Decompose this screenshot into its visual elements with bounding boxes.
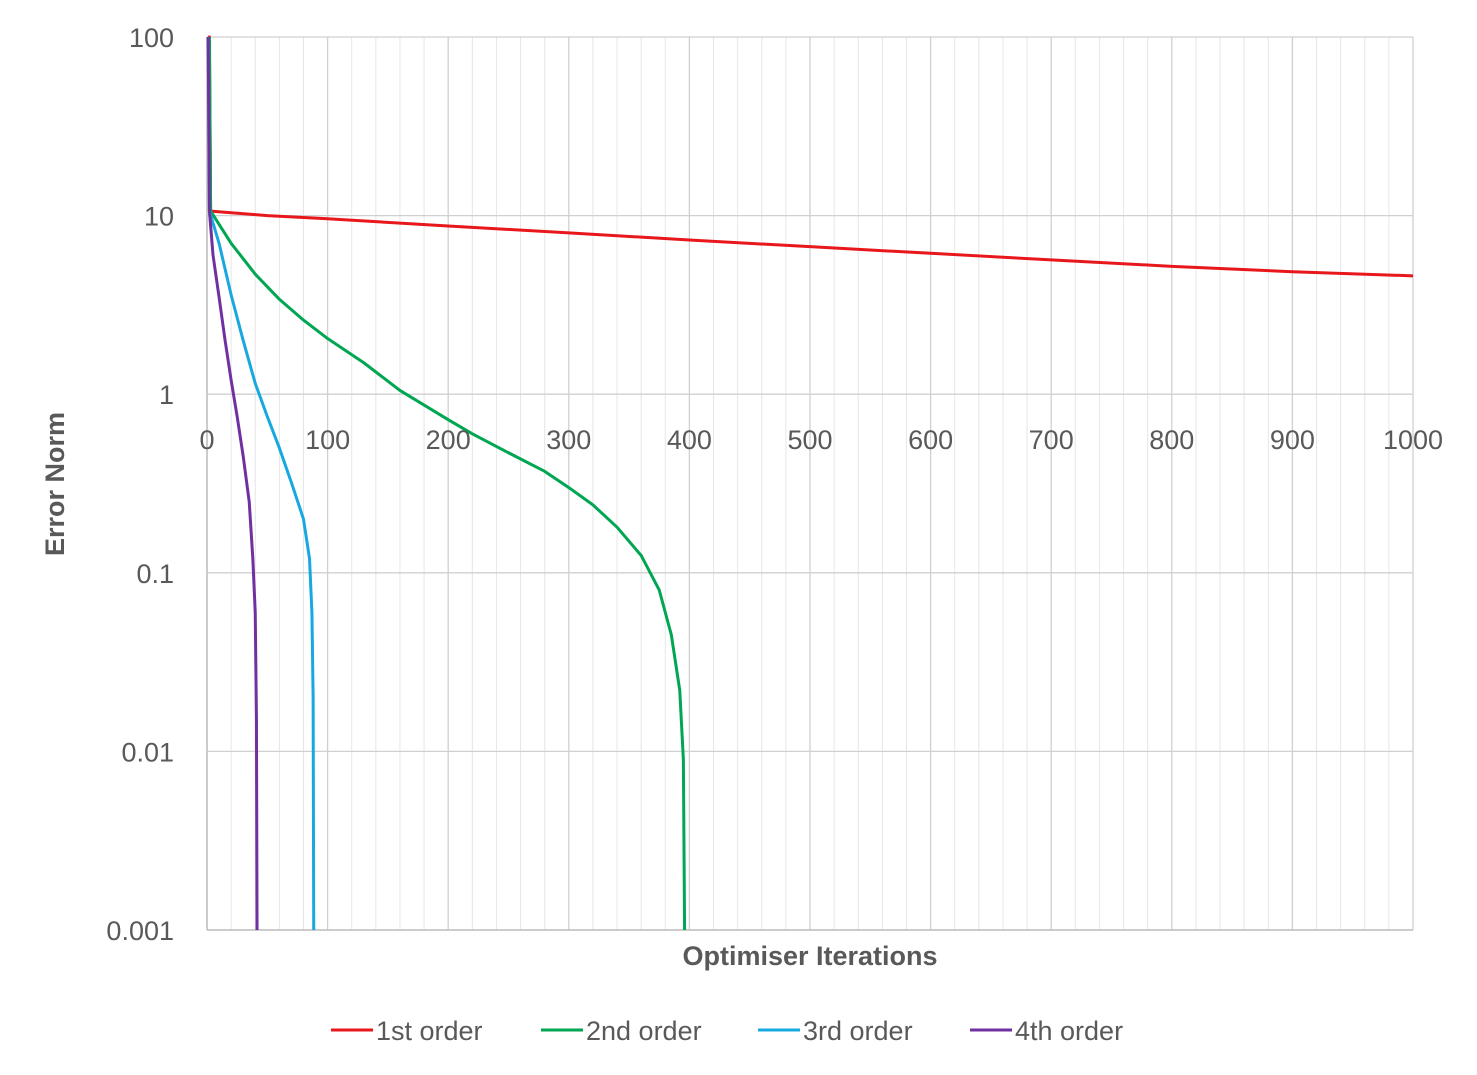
series-line-1	[207, 35, 1414, 278]
x-tick-label: 200	[426, 425, 471, 455]
y-axis-title: Error Norm	[40, 412, 70, 556]
x-tick-label: 400	[667, 425, 712, 455]
legend: 1st order 2nd order 3rd order 4th order	[331, 1016, 1123, 1046]
x-tick-label: 600	[908, 425, 953, 455]
series-line-3	[206, 36, 316, 931]
y-axis-tick-labels: 100 10 1 0.1 0.01 0.001	[106, 23, 174, 946]
y-tick-label: 1	[159, 380, 174, 410]
x-tick-label: 500	[787, 425, 832, 455]
legend-label: 3rd order	[803, 1016, 913, 1046]
x-tick-label: 300	[546, 425, 591, 455]
y-tick-label: 0.1	[136, 559, 174, 589]
series-lines	[206, 35, 1414, 931]
y-tick-label: 0.01	[121, 737, 174, 767]
y-tick-label: 0.001	[106, 916, 174, 946]
x-tick-label: 1000	[1383, 425, 1443, 455]
y-tick-label: 100	[129, 23, 174, 53]
legend-label: 4th order	[1015, 1016, 1123, 1046]
x-axis-title: Optimiser Iterations	[682, 941, 937, 971]
major-gridlines	[206, 36, 1414, 931]
x-tick-label: 700	[1029, 425, 1074, 455]
x-tick-label: 900	[1270, 425, 1315, 455]
legend-label: 1st order	[376, 1016, 483, 1046]
series-line-2	[207, 36, 687, 931]
minor-gridlines	[230, 37, 1390, 930]
series-line-4	[206, 36, 259, 931]
x-axis-tick-labels: 0 100 200 300 400 500 600 700 800 900 1000	[199, 425, 1443, 455]
y-tick-label: 10	[144, 202, 174, 232]
x-tick-label: 0	[199, 425, 214, 455]
x-tick-label: 100	[305, 425, 350, 455]
x-tick-label: 800	[1149, 425, 1194, 455]
legend-label: 2nd order	[586, 1016, 702, 1046]
